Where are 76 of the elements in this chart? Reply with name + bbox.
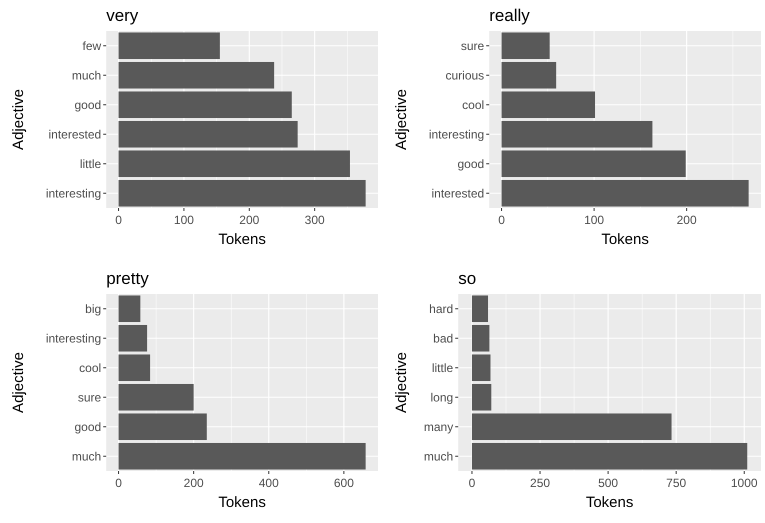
y-tick-label: bad (433, 331, 454, 346)
x-tick-label: 1000 (730, 476, 758, 490)
y-tick-label: good (457, 156, 484, 171)
y-tick-label: little (432, 360, 454, 375)
y-tick-label: interested (431, 186, 484, 200)
y-tick-label: much (424, 449, 454, 464)
y-tick-label: big (85, 302, 102, 316)
y-axis-title: Adjective (393, 352, 410, 413)
x-tick-label: 200 (676, 213, 697, 227)
y-tick-label: many (424, 420, 454, 434)
bar (118, 442, 366, 470)
x-tick-label: 500 (598, 476, 618, 490)
chart-title: so (458, 269, 476, 288)
y-tick-label: interested (48, 127, 102, 142)
y-tick-label: curious (446, 68, 484, 82)
bar (502, 62, 556, 89)
bar (472, 295, 488, 322)
x-tick-label: 200 (184, 476, 204, 490)
y-axis-title: Adjective (393, 89, 410, 150)
bar (118, 295, 140, 322)
y-tick-label: sure (78, 390, 102, 404)
bar (118, 354, 150, 382)
bar (118, 91, 292, 118)
y-tick-label: much (72, 449, 102, 464)
y-axis-title: Adjective (10, 89, 27, 150)
y-tick-label: long (430, 390, 454, 404)
y-tick-label: much (72, 68, 102, 82)
x-tick-label: 0 (115, 476, 122, 490)
chart-title: really (489, 6, 530, 25)
bar (118, 150, 350, 178)
bar (502, 91, 596, 118)
x-tick-label: 400 (258, 476, 280, 490)
chart-title: very (106, 6, 139, 25)
bar (502, 120, 652, 148)
bar (472, 413, 672, 440)
y-tick-label: sure (460, 38, 485, 53)
x-tick-label: 0 (498, 213, 506, 227)
bar (118, 324, 148, 352)
x-tick-label: 0 (115, 213, 122, 227)
y-tick-label: interesting (428, 127, 484, 142)
x-tick-label: 250 (530, 476, 550, 490)
y-tick-label: hard (429, 302, 454, 316)
bar (118, 120, 298, 148)
bar (502, 180, 749, 207)
x-tick-label: 200 (239, 213, 260, 227)
x-tick-label: 100 (584, 213, 604, 227)
x-axis-title: Tokens (218, 494, 266, 511)
bar (118, 384, 194, 411)
bar (118, 413, 207, 440)
y-tick-label: good (74, 420, 102, 434)
bar (472, 354, 490, 382)
bar (472, 384, 492, 411)
bar (502, 150, 686, 178)
y-tick-label: interesting (46, 331, 102, 346)
chart-title: pretty (106, 269, 150, 288)
bar (502, 32, 550, 60)
y-axis-title: Adjective (10, 352, 27, 413)
x-tick-label: 600 (334, 476, 354, 490)
x-axis-title: Tokens (218, 231, 266, 248)
x-tick-label: 300 (304, 213, 325, 227)
bar (118, 62, 274, 89)
bar (118, 32, 220, 60)
bar (472, 324, 490, 352)
y-tick-label: cool (79, 360, 102, 375)
y-tick-label: interesting (46, 186, 102, 200)
bar (472, 442, 748, 470)
y-tick-label: good (74, 98, 102, 112)
y-tick-label: cool (462, 98, 484, 112)
y-tick-label: little (80, 156, 102, 171)
x-tick-label: 100 (174, 213, 194, 227)
bar (118, 180, 366, 207)
x-tick-label: 750 (666, 476, 687, 490)
x-axis-title: Tokens (601, 231, 649, 248)
y-tick-label: few (82, 38, 102, 53)
x-tick-label: 0 (468, 476, 476, 490)
x-axis-title: Tokens (586, 494, 634, 511)
